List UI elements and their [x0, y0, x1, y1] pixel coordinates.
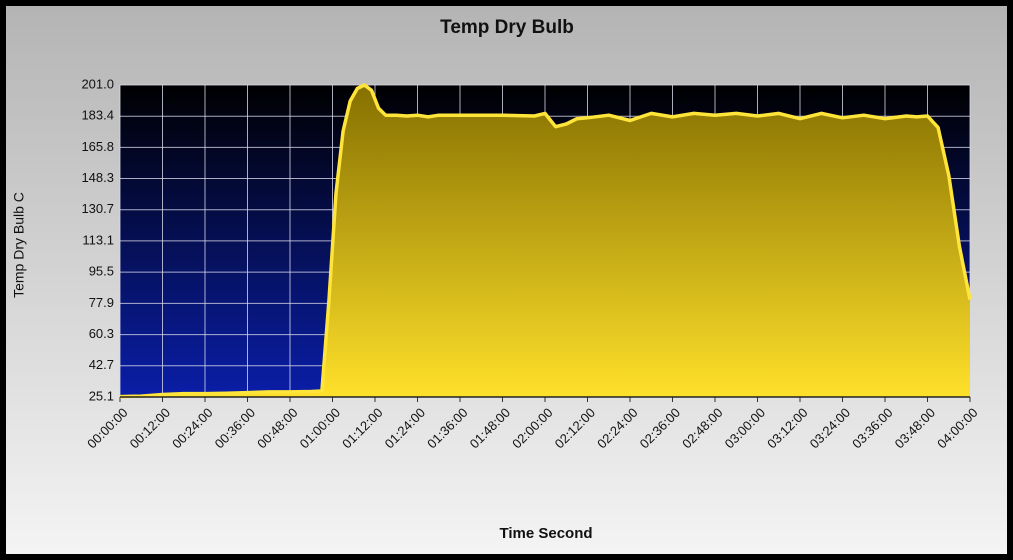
y-tick-label: 42.7 [89, 357, 114, 372]
y-tick-label: 165.8 [81, 139, 114, 154]
y-tick-label: 201.0 [81, 76, 114, 91]
y-axis-label: Temp Dry Bulb C [11, 192, 27, 298]
y-tick-label: 77.9 [89, 295, 114, 310]
y-tick-label: 60.3 [89, 326, 114, 341]
area [120, 85, 970, 397]
y-tick-label: 25.1 [89, 388, 114, 403]
line [119, 83, 972, 399]
x-axis-label: Time Second [499, 525, 592, 542]
y-tick-label: 148.3 [81, 170, 114, 185]
y-tick-label: 183.4 [81, 108, 114, 123]
y-tick-label: 113.1 [82, 232, 114, 247]
chart-title: Temp Dry Bulb [440, 17, 574, 38]
y-tick-label: 95.5 [89, 264, 114, 279]
y-tick-label: 130.7 [81, 201, 114, 216]
